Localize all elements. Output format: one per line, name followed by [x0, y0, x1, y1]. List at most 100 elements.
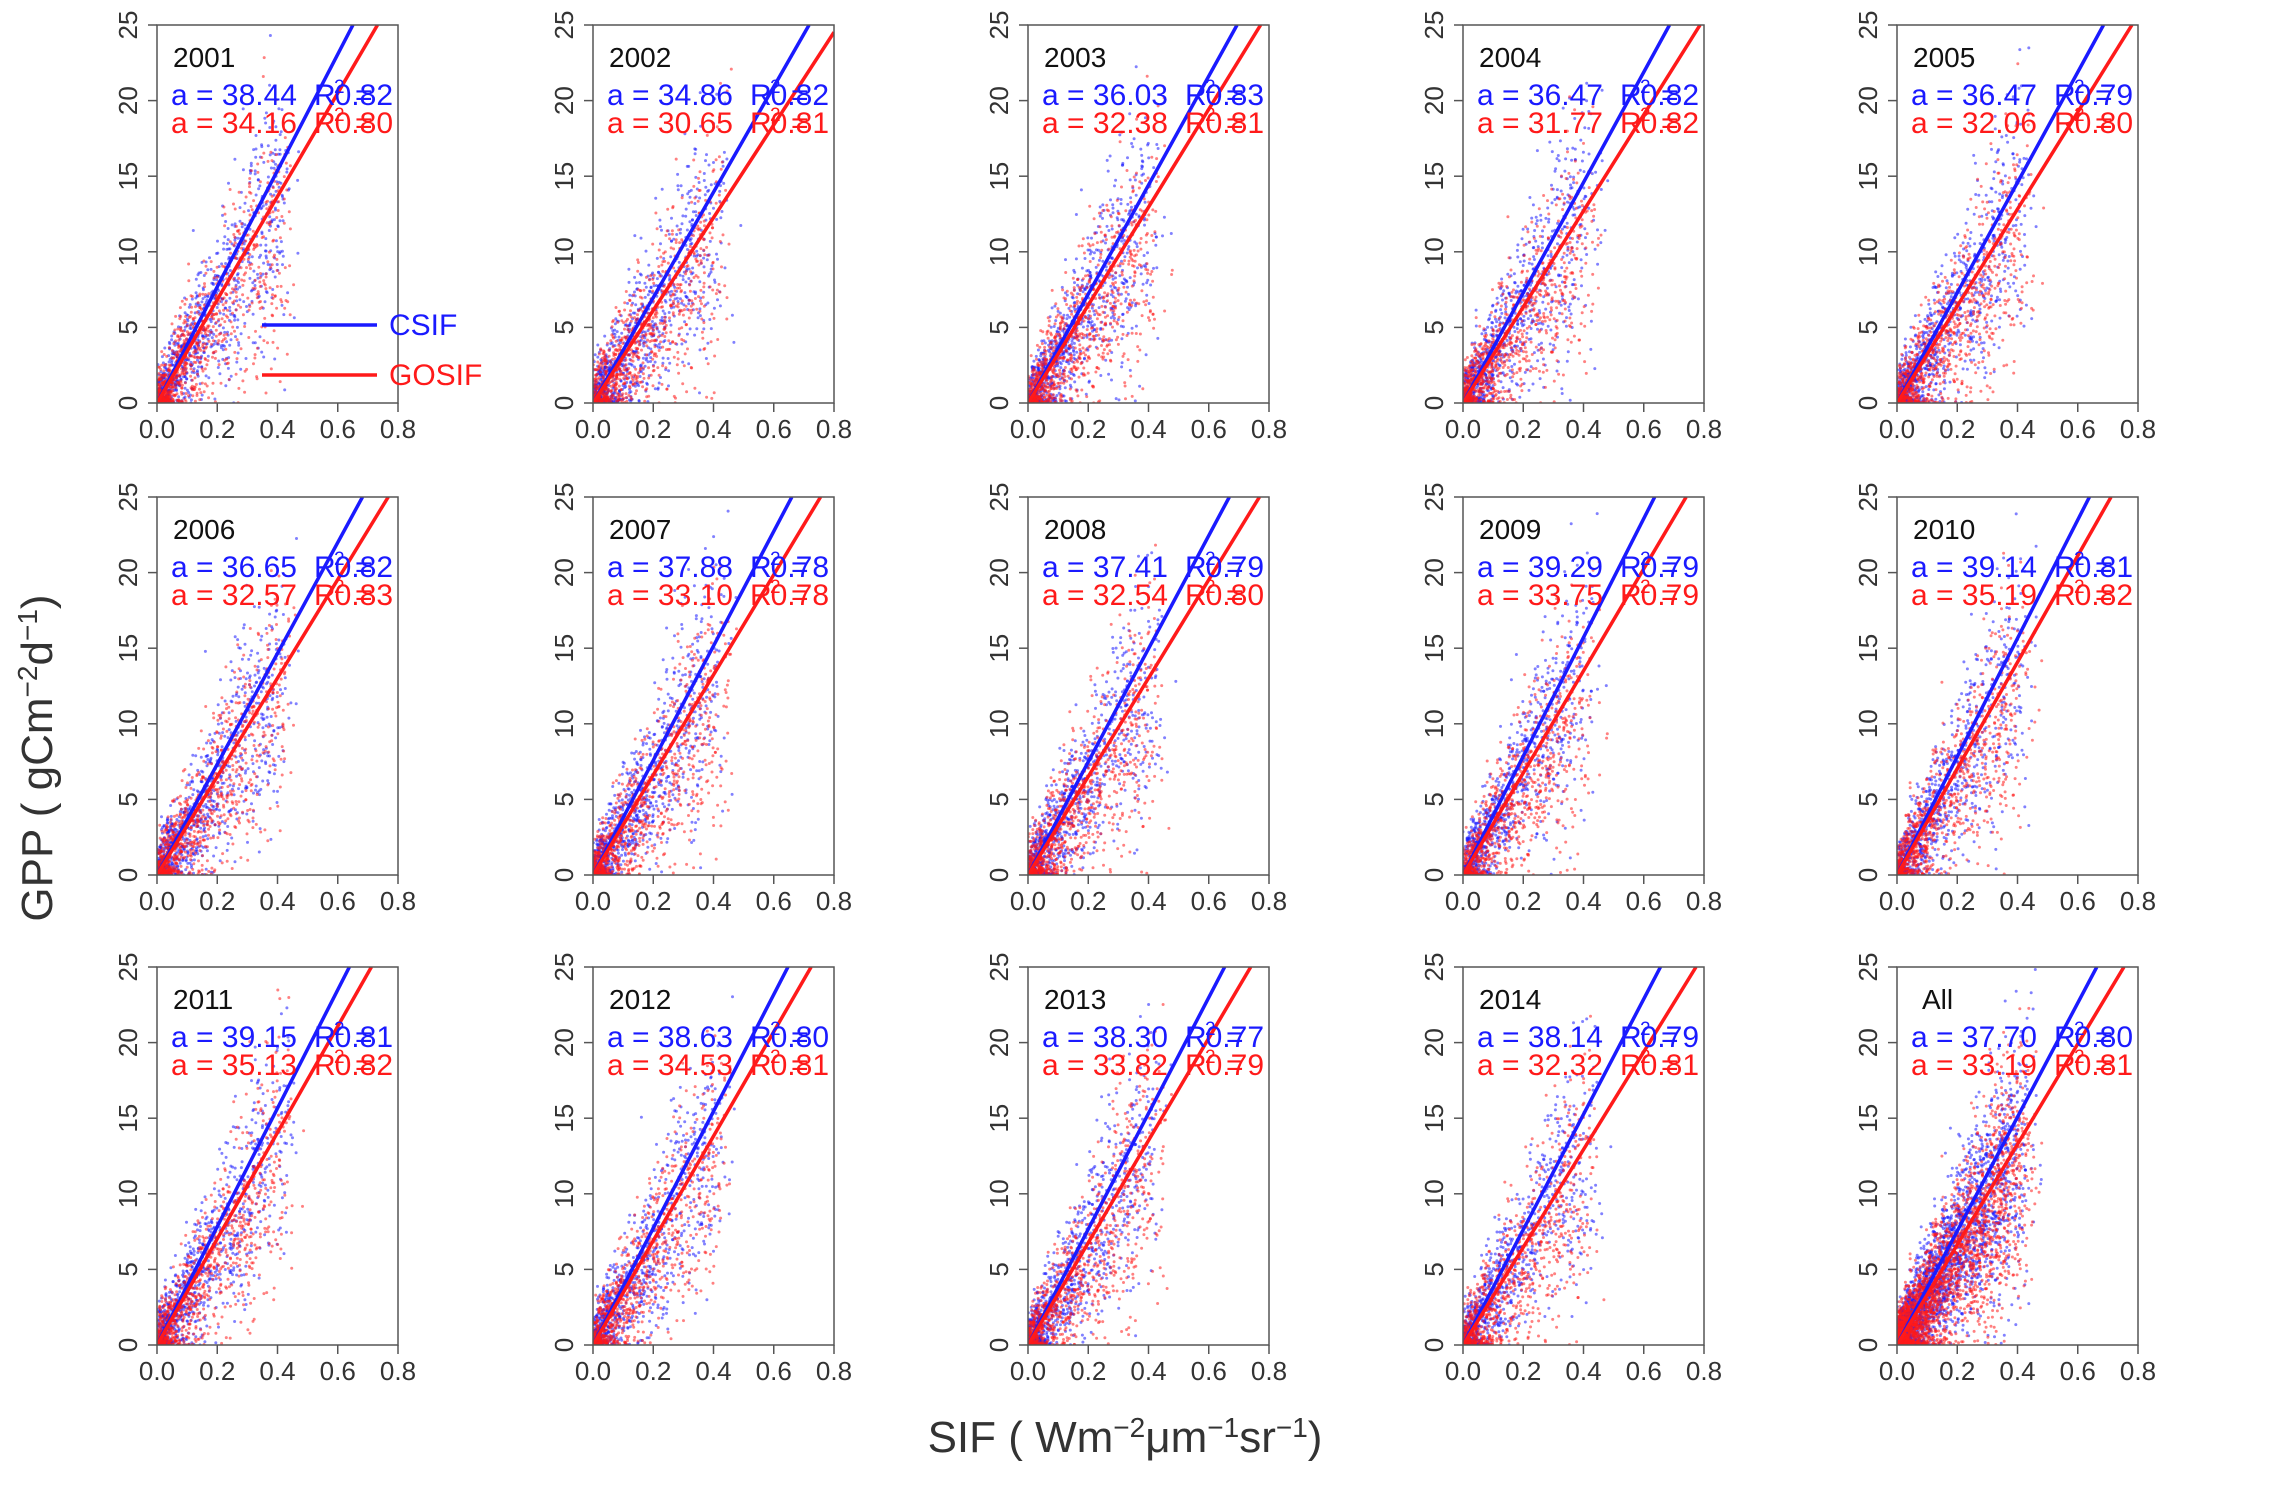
scatter-point	[1063, 369, 1066, 373]
scatter-point	[1101, 209, 1105, 212]
scatter-point	[624, 392, 628, 396]
scatter-point	[684, 207, 688, 211]
scatter-point	[660, 333, 664, 337]
scatter-point	[647, 366, 651, 370]
scatter-point	[254, 134, 258, 137]
scatter-point	[604, 388, 607, 392]
scatter-point	[611, 397, 615, 401]
scatter-point	[1072, 301, 1076, 305]
scatter-point	[1114, 338, 1118, 342]
scatter-point	[273, 206, 277, 210]
scatter-point	[1053, 304, 1057, 308]
scatter-point	[1128, 178, 1132, 182]
scatter-point	[720, 265, 723, 269]
scatter-point	[163, 379, 167, 383]
scatter-point	[237, 276, 241, 280]
scatter-point	[264, 121, 268, 125]
scatter-point	[1056, 361, 1059, 365]
scatter-point	[601, 376, 605, 380]
scatter-point	[283, 306, 287, 310]
scatter-point	[262, 160, 266, 164]
scatter-point	[274, 227, 278, 231]
scatter-point	[1137, 214, 1141, 218]
scatter-point	[194, 277, 198, 281]
scatter-point	[1038, 345, 1042, 349]
scatter-point	[1132, 298, 1136, 302]
scatter-point	[1080, 388, 1084, 392]
scatter-point	[1092, 217, 1096, 221]
scatter-point	[183, 397, 187, 401]
scatter-point	[261, 75, 265, 78]
scatter-point	[631, 359, 635, 363]
scatter-point	[172, 356, 176, 360]
annotation-csif-r2: 0.82	[335, 79, 393, 112]
scatter-point	[690, 299, 694, 303]
scatter-point	[1135, 171, 1138, 175]
scatter-point	[1122, 352, 1126, 356]
scatter-point	[1154, 180, 1158, 183]
scatter-point	[244, 195, 248, 199]
scatter-point	[1123, 239, 1126, 242]
scatter-point	[693, 297, 697, 300]
scatter-point	[652, 352, 656, 356]
scatter-point	[159, 370, 163, 374]
scatter-point	[662, 327, 666, 331]
scatter-point	[217, 363, 221, 367]
scatter-point	[195, 391, 199, 395]
scatter-point	[611, 345, 615, 349]
scatter-point	[276, 182, 279, 186]
scatter-point	[1116, 299, 1120, 303]
scatter-point	[224, 301, 228, 305]
scatter-point	[248, 185, 251, 189]
scatter-point	[685, 332, 689, 336]
scatter-point	[176, 341, 180, 345]
scatter-point	[630, 397, 634, 401]
scatter-point	[705, 258, 709, 262]
scatter-point	[1119, 202, 1123, 206]
legend-gosif-label: GOSIF	[389, 359, 482, 392]
scatter-point	[680, 289, 683, 293]
scatter-point	[1102, 348, 1106, 352]
scatter-point	[215, 275, 219, 279]
scatter-point	[1061, 288, 1065, 292]
scatter-point	[1170, 273, 1174, 276]
scatter-point	[1076, 278, 1080, 281]
scatter-point	[1110, 224, 1114, 228]
scatter-point	[1088, 309, 1092, 313]
scatter-point	[1130, 142, 1134, 145]
scatter-point	[639, 236, 643, 240]
scatter-point	[214, 328, 218, 332]
annotation-gosif-r2-eq: =	[355, 107, 373, 140]
scatter-point	[254, 193, 258, 197]
scatter-point	[220, 297, 224, 301]
scatter-point	[239, 367, 243, 371]
scatter-point	[205, 363, 209, 367]
scatter-point	[1095, 330, 1098, 334]
scatter-point	[214, 321, 218, 324]
scatter-point	[1075, 295, 1079, 299]
scatter-point	[214, 334, 218, 338]
scatter-point	[676, 302, 680, 306]
scatter-point	[718, 189, 722, 193]
scatter-point	[706, 362, 710, 366]
scatter-point	[178, 306, 182, 310]
scatter-point	[1141, 165, 1144, 169]
scatter-point	[264, 391, 268, 395]
scatter-point	[1099, 256, 1102, 260]
scatter-point	[1149, 283, 1153, 287]
scatter-point	[688, 245, 692, 248]
scatter-point	[702, 304, 706, 308]
scatter-point	[693, 196, 697, 200]
scatter-point	[718, 304, 722, 308]
scatter-point	[638, 308, 642, 312]
scatter-point	[260, 156, 264, 159]
annotation-gosif-prefix: a =	[171, 107, 214, 140]
scatter-point	[197, 365, 200, 369]
scatter-point	[1077, 285, 1081, 289]
scatter-point	[248, 177, 252, 180]
scatter-point	[1064, 399, 1068, 403]
scatter-point	[1042, 339, 1046, 343]
scatter-point	[683, 352, 687, 356]
legend-csif-label: CSIF	[389, 309, 457, 342]
